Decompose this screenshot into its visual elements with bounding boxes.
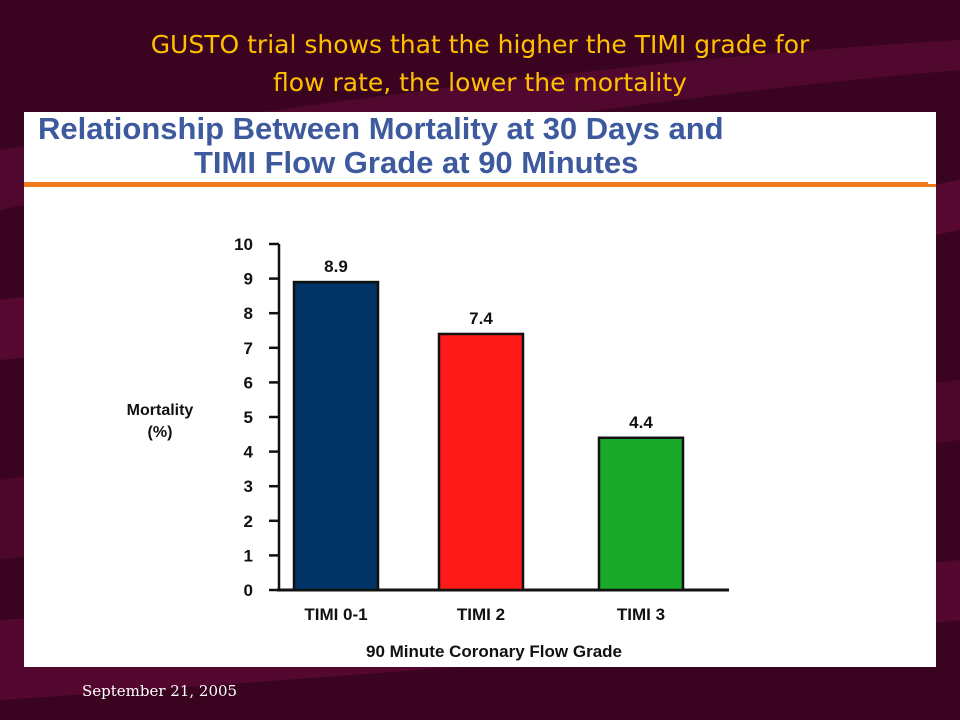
title-rule [24,182,928,187]
y-axis-label-line1: Mortality [126,402,194,419]
y-tick-label: 2 [244,512,253,531]
chart-title-line1: Relationship Between Mortality at 30 Day… [38,111,724,146]
y-tick-label: 6 [244,373,253,392]
y-axis-label-line2: (%) [147,424,173,441]
y-tick-label: 9 [244,270,253,289]
y-tick-label: 8 [244,304,253,323]
y-tick-label: 1 [244,546,253,565]
y-tick-label: 0 [244,581,253,600]
y-tick-label: 4 [244,443,254,462]
y-axis-label: Mortality (%) [120,400,200,444]
bar-timi-3 [597,436,685,592]
x-tick-label: TIMI 0-1 [304,605,367,624]
slide-title-line1: GUSTO trial shows that the higher the TI… [150,30,810,59]
x-axis-label: 90 Minute Coronary Flow Grade [366,642,622,661]
bar-value-label: 8.9 [324,257,348,276]
y-tick-label: 5 [244,408,253,427]
chart-title: Relationship Between Mortality at 30 Day… [38,112,918,180]
slide-title-line2: flow rate, the lower the mortality [273,68,687,97]
title-rule-tip [928,184,936,187]
chart-panel: Relationship Between Mortality at 30 Day… [24,112,936,667]
slide-title: GUSTO trial shows that the higher the TI… [60,26,900,102]
x-tick-label: TIMI 2 [457,605,505,624]
y-tick-label: 7 [244,339,253,358]
y-tick-label: 3 [244,477,253,496]
bar-value-label: 4.4 [629,413,653,432]
bar-timi-2 [437,332,525,592]
bar-timi-0-1 [292,280,380,592]
footer-date: September 21, 2005 [82,682,238,700]
x-tick-label: TIMI 3 [617,605,665,624]
chart-title-line2: TIMI Flow Grade at 90 Minutes [194,145,639,180]
y-tick-label: 10 [234,235,253,254]
bar-value-label: 7.4 [469,309,493,328]
bar-chart: 0 1 2 3 4 5 6 7 8 9 10 8.9 TIMI 0-1 7.4 TIMI 2 4.4 TIMI … [234,235,729,624]
